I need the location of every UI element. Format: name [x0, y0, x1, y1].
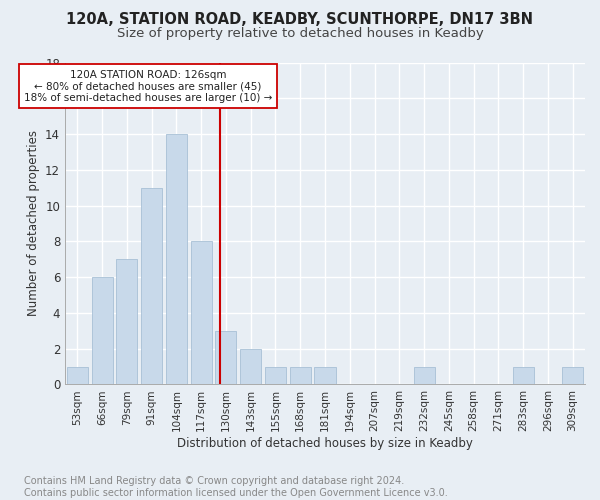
Bar	[215, 331, 236, 384]
Bar	[562, 366, 583, 384]
Bar	[240, 348, 261, 384]
Bar	[67, 366, 88, 384]
Y-axis label: Number of detached properties: Number of detached properties	[26, 130, 40, 316]
Text: 120A STATION ROAD: 126sqm
← 80% of detached houses are smaller (45)
18% of semi-: 120A STATION ROAD: 126sqm ← 80% of detac…	[24, 70, 272, 103]
Bar	[191, 242, 212, 384]
Bar	[314, 366, 335, 384]
Bar	[92, 277, 113, 384]
Bar	[166, 134, 187, 384]
Bar	[116, 260, 137, 384]
Text: Size of property relative to detached houses in Keadby: Size of property relative to detached ho…	[116, 28, 484, 40]
Bar	[512, 366, 533, 384]
Text: Contains HM Land Registry data © Crown copyright and database right 2024.
Contai: Contains HM Land Registry data © Crown c…	[24, 476, 448, 498]
Bar	[141, 188, 162, 384]
Bar	[265, 366, 286, 384]
Bar	[413, 366, 434, 384]
Text: 120A, STATION ROAD, KEADBY, SCUNTHORPE, DN17 3BN: 120A, STATION ROAD, KEADBY, SCUNTHORPE, …	[67, 12, 533, 28]
X-axis label: Distribution of detached houses by size in Keadby: Distribution of detached houses by size …	[177, 437, 473, 450]
Bar	[290, 366, 311, 384]
